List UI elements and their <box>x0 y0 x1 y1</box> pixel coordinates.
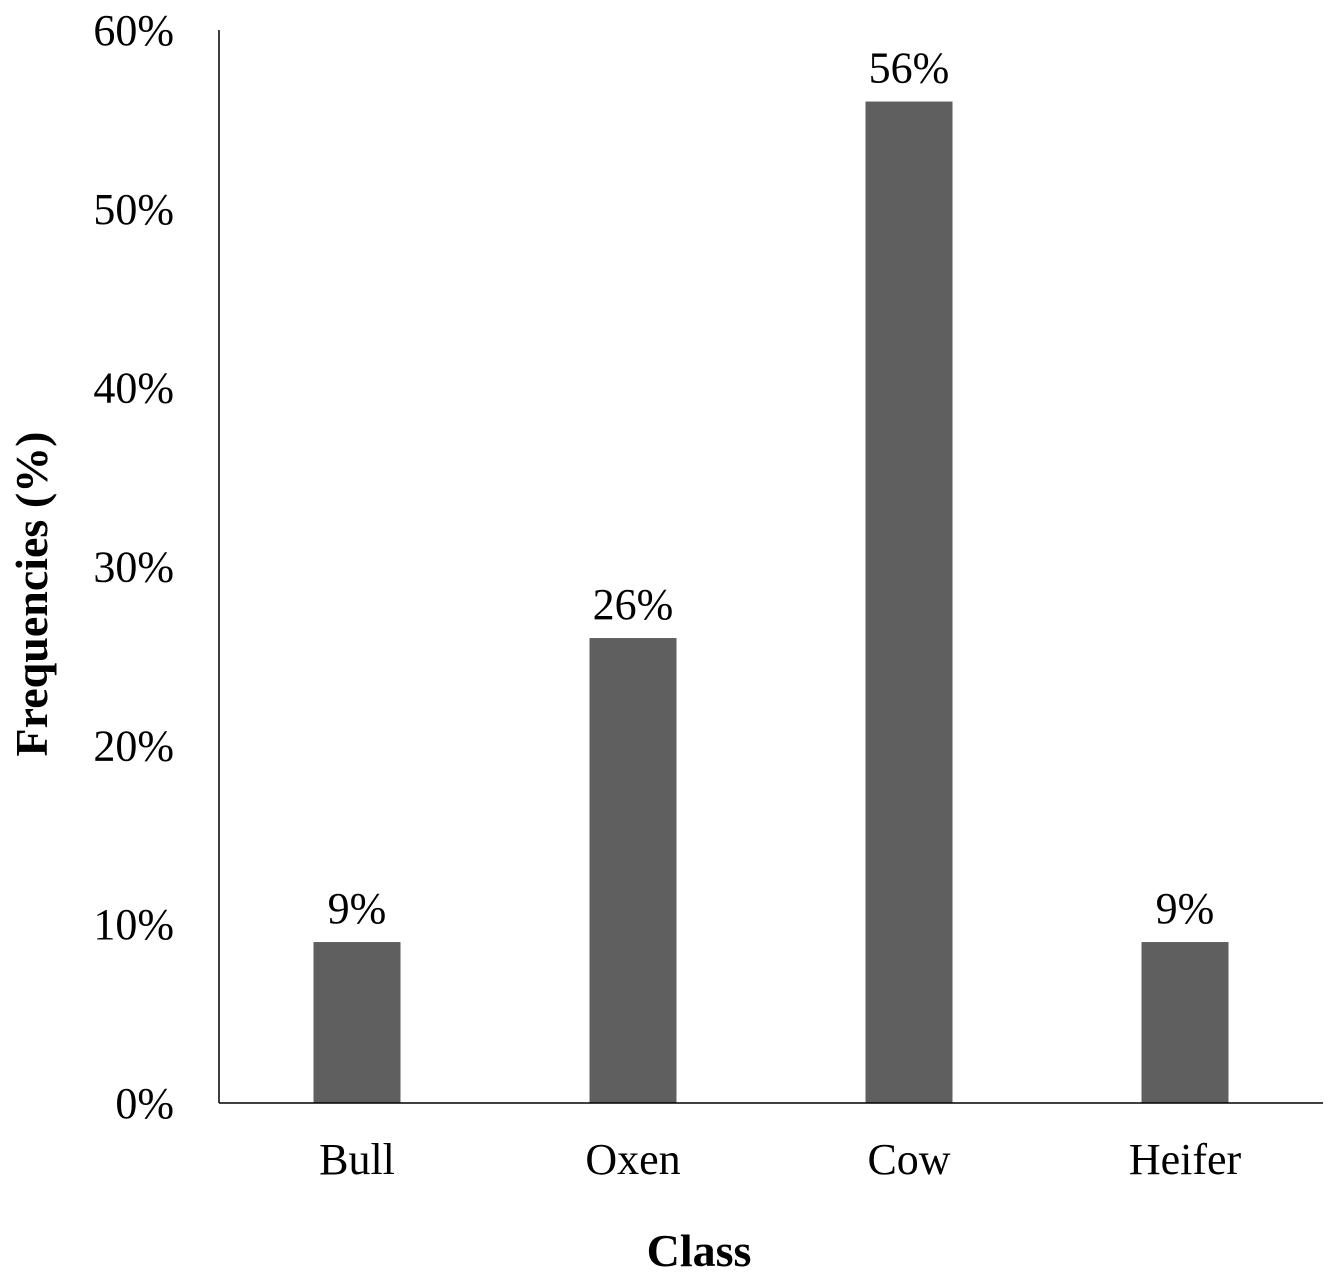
bars: 9% 26% 56% 9% <box>313 44 1229 1104</box>
x-axis-title: Class <box>647 1225 752 1274</box>
x-tick-label: Bull <box>319 1135 395 1184</box>
y-tick-label: 30% <box>93 543 174 592</box>
y-axis-ticks: 0% 10% 20% 30% 40% 50% 60% <box>93 6 174 1128</box>
axes <box>218 30 1323 1104</box>
x-tick-label: Cow <box>867 1135 950 1184</box>
data-label: 9% <box>328 884 387 933</box>
data-label: 26% <box>593 580 674 629</box>
data-label: 9% <box>1156 884 1215 933</box>
x-tick-label: Oxen <box>585 1135 680 1184</box>
y-tick-label: 50% <box>93 185 174 234</box>
y-tick-label: 60% <box>93 6 174 55</box>
bar-heifer <box>1141 942 1229 1103</box>
bar-cow <box>865 101 953 1104</box>
y-tick-label: 0% <box>115 1079 174 1128</box>
data-label: 56% <box>869 44 950 93</box>
y-tick-label: 40% <box>93 364 174 413</box>
y-tick-label: 20% <box>93 721 174 770</box>
y-tick-label: 10% <box>93 900 174 949</box>
bar-oxen <box>589 638 677 1103</box>
bar-bull <box>313 942 401 1103</box>
x-tick-label: Heifer <box>1129 1135 1242 1184</box>
y-axis-title: Frequencies (%) <box>6 432 57 757</box>
x-axis-ticks: Bull Oxen Cow Heifer <box>319 1135 1241 1184</box>
